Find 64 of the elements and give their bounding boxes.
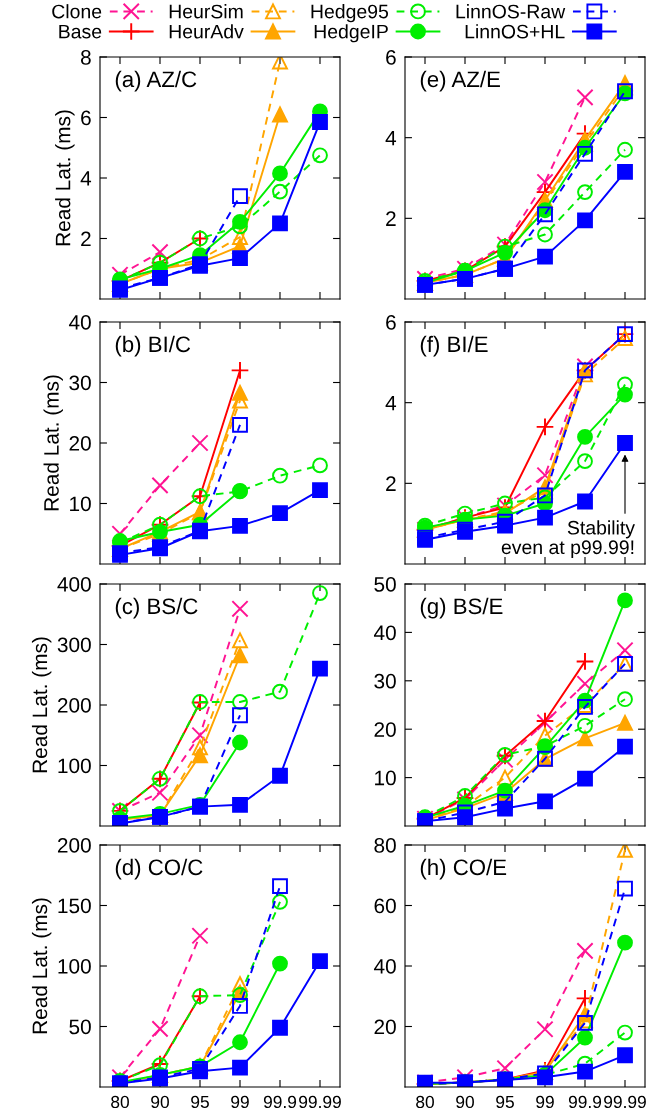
x-tick-label: 99.9: [568, 1095, 602, 1109]
text: (h) CO/E: [420, 858, 507, 880]
y-tick-label: 6: [386, 315, 396, 330]
legend-label: Hedge95: [311, 4, 389, 23]
y-tick-label: 30: [69, 375, 91, 391]
text: (d) CO/C: [115, 858, 203, 880]
legend-label: Clone: [52, 4, 102, 19]
y-tick-label: 10: [375, 770, 396, 786]
y-tick-label: 6: [386, 50, 396, 65]
y-tick-label: 2: [386, 211, 396, 226]
y-tick-label: 4: [385, 130, 397, 146]
y-axis-title: Read Lat. (ms): [31, 637, 52, 773]
legend-label: LinnOS+HL: [465, 24, 565, 39]
x-tick-label: 99: [231, 1095, 249, 1109]
text: (a) AZ/C: [115, 70, 197, 92]
y-tick-label: 400: [57, 577, 91, 592]
x-tick-label: 99: [536, 1095, 554, 1109]
y-tick-label: 40: [373, 959, 396, 974]
y-axis-title: Read Lat. (ms): [43, 375, 63, 511]
text: (e) AZ/E: [420, 70, 500, 92]
x-tick-label: 99.99: [299, 1095, 341, 1109]
legend-label: LinnOS-Raw: [456, 4, 566, 19]
x-tick-label: 80: [111, 1095, 129, 1109]
text: (c) BS/C: [115, 597, 198, 619]
y-tick-label: 80: [374, 838, 396, 853]
text: (b) BI/C: [115, 335, 191, 357]
x-tick-label: 95: [496, 1095, 514, 1109]
y-tick-label: 200: [57, 698, 91, 713]
legend-label: HeurSim: [169, 4, 243, 19]
y-tick-label: 40: [68, 315, 91, 330]
y-tick-label: 100: [58, 758, 91, 774]
y-tick-label: 300: [57, 637, 91, 653]
y-tick-label: 40: [373, 625, 396, 641]
y-tick-label: 150: [58, 898, 91, 914]
x-tick-label: 99.99: [604, 1095, 646, 1109]
x-tick-label: 99.9: [263, 1095, 297, 1109]
x-tick-label: 90: [456, 1095, 474, 1109]
y-tick-label: 2: [81, 231, 91, 247]
legend-label: Base: [59, 24, 102, 39]
y-tick-label: 10: [70, 496, 91, 512]
y-tick-label: 60: [374, 898, 396, 914]
y-tick-label: 50: [69, 1019, 91, 1035]
y-tick-label: 100: [58, 959, 91, 974]
y-tick-label: 6: [81, 110, 91, 126]
y-tick-label: 4: [385, 395, 397, 411]
y-tick-label: 8: [80, 50, 91, 65]
x-tick-label: 95: [191, 1095, 209, 1109]
x-tick-label: 90: [151, 1095, 169, 1109]
legend-label: HedgeIP: [314, 24, 388, 43]
text: (g) BS/E: [420, 597, 503, 619]
x-tick-label: 80: [416, 1095, 434, 1109]
text: (f) BI/E: [420, 335, 488, 357]
y-axis-title: Read Lat. (ms): [31, 898, 52, 1034]
y-tick-label: 200: [57, 838, 91, 853]
annotation: Stability even at p99.99!: [501, 520, 635, 558]
y-tick-label: 20: [374, 722, 396, 737]
legend-label: HeurAdv: [169, 24, 244, 39]
y-tick-label: 50: [374, 577, 396, 592]
y-tick-label: 30: [374, 673, 396, 689]
y-tick-label: 20: [69, 436, 91, 451]
y-tick-label: 2: [386, 476, 396, 491]
y-tick-label: 4: [80, 171, 92, 186]
y-axis-title: Read Lat. (ms): [55, 110, 75, 246]
y-tick-label: 20: [374, 1019, 396, 1035]
